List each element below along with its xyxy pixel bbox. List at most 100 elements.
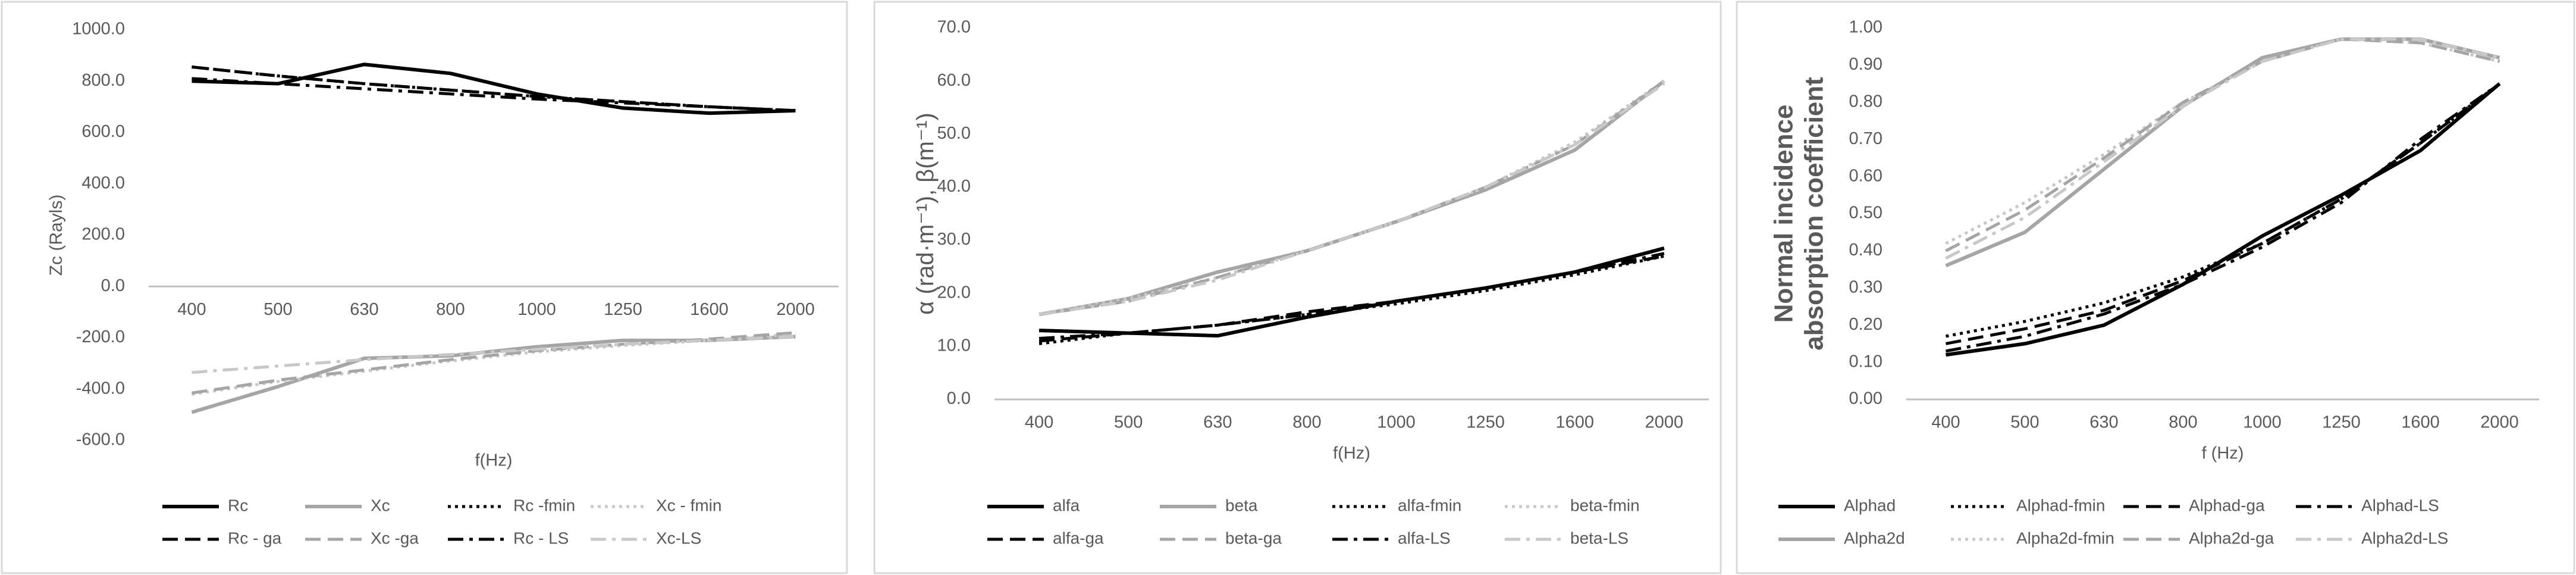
series-line	[1946, 82, 2501, 338]
legend-label: alfa-LS	[1398, 529, 1451, 547]
legend-label: Alpha2d	[1844, 529, 1905, 547]
y-tick-label: 0.10	[1849, 352, 1882, 371]
y-tick-label: 0.0	[101, 276, 125, 295]
legend-label: Alpha2d-LS	[2361, 529, 2448, 547]
legend-label: Rc	[228, 496, 248, 514]
x-tick-label: 400	[1025, 413, 1053, 432]
series-line	[1946, 82, 2501, 345]
y-tick-label: -400.0	[76, 379, 125, 398]
legend-label: Xc - fmin	[656, 496, 721, 514]
x-tick-label: 630	[2089, 413, 2118, 432]
legend-label: Alphad-ga	[2189, 496, 2265, 514]
y-tick-label: -600.0	[76, 430, 125, 449]
panel-border	[1736, 1, 2575, 574]
y-tick-label: 0.70	[1849, 129, 1882, 148]
y-axis-label: Zc (Rayls)	[46, 194, 66, 276]
y-tick-label: 400.0	[81, 173, 125, 192]
legend-label: Alphad-fmin	[2016, 496, 2105, 514]
y-axis-label: Normal incidence absorption coefficient	[1769, 77, 1828, 351]
y-tick-label: 40.0	[937, 177, 971, 196]
legend-label: Alphad-LS	[2361, 496, 2439, 514]
legend-label: Rc - LS	[513, 529, 569, 547]
legend-label: alfa	[1053, 496, 1080, 514]
legend-label: beta-fmin	[1570, 496, 1640, 514]
series-line	[1038, 80, 1665, 316]
y-tick-label: 10.0	[937, 336, 971, 355]
y-tick-label: 30.0	[937, 230, 971, 249]
x-tick-label: 500	[263, 300, 292, 319]
legend-label: Xc -ga	[371, 529, 419, 547]
series-line	[1945, 38, 2500, 260]
y-tick-label: 0.60	[1849, 166, 1882, 185]
x-tick-label: 400	[177, 300, 206, 319]
legend-label: beta-ga	[1225, 529, 1282, 547]
series-line	[192, 65, 796, 112]
x-tick-label: 500	[2010, 413, 2039, 432]
x-axis-label: f (Hz)	[2202, 444, 2244, 463]
legend-label: Rc -fmin	[513, 496, 575, 514]
y-tick-label: 0.30	[1849, 277, 1882, 296]
series-line	[1945, 38, 2500, 252]
x-tick-label: 2000	[776, 300, 815, 319]
y-tick-label: 60.0	[937, 71, 971, 90]
x-tick-label: 2000	[1645, 413, 1684, 432]
y-tick-label: 20.0	[937, 283, 971, 302]
y-tick-label: 50.0	[937, 124, 971, 143]
x-tick-label: 1600	[690, 300, 729, 319]
x-tick-label: 1000	[517, 300, 556, 319]
y-tick-label: 70.0	[937, 18, 971, 37]
legend-label: Xc-LS	[656, 529, 701, 547]
legend-label: beta	[1225, 496, 1258, 514]
x-tick-label: 1250	[604, 300, 642, 319]
x-tick-label: 1250	[2322, 413, 2361, 432]
x-tick-label: 1000	[2243, 413, 2282, 432]
legend-label: alfa-ga	[1053, 529, 1104, 547]
series-line	[192, 62, 796, 115]
x-tick-label: 800	[436, 300, 465, 319]
series-line	[1038, 80, 1665, 316]
y-axis-label: α (rad·m⁻¹), β(m⁻¹)	[912, 112, 939, 315]
y-tick-label: 0.00	[1849, 389, 1882, 408]
y-tick-label: 600.0	[81, 122, 125, 141]
y-tick-label: -200.0	[76, 327, 125, 346]
panel-border	[1, 1, 848, 574]
legend-label: Rc - ga	[228, 529, 282, 547]
y-tick-label: 1.00	[1849, 18, 1882, 37]
x-tick-label: 1000	[1377, 413, 1416, 432]
x-tick-label: 400	[1931, 413, 1960, 432]
series-line	[1038, 82, 1665, 316]
y-tick-label: 0.0	[947, 389, 971, 408]
panel-border	[873, 1, 1722, 574]
series-line	[1038, 252, 1665, 340]
x-tick-label: 1600	[1556, 413, 1595, 432]
legend-label: Alphad	[1844, 496, 1896, 514]
y-tick-label: 1000.0	[72, 20, 125, 39]
series-line	[1038, 246, 1665, 338]
x-tick-label: 630	[350, 300, 378, 319]
x-tick-label: 800	[2169, 413, 2197, 432]
legend-label: alfa-fmin	[1398, 496, 1461, 514]
legend-label: Alpha2d-ga	[2189, 529, 2274, 547]
y-tick-label: 0.80	[1849, 92, 1882, 111]
series-line	[1945, 38, 2500, 245]
series-line	[1946, 82, 2500, 353]
legend-label: Alpha2d-fmin	[2016, 529, 2114, 547]
series-line	[191, 335, 796, 414]
x-tick-label: 1250	[1466, 413, 1505, 432]
series-line	[192, 77, 796, 112]
y-tick-label: 0.90	[1849, 55, 1882, 74]
x-tick-label: 500	[1114, 413, 1143, 432]
series-line	[192, 65, 796, 112]
x-axis-label: f(Hz)	[475, 451, 513, 470]
series-line	[1946, 82, 2501, 357]
x-tick-label: 630	[1203, 413, 1232, 432]
x-axis-label: f(Hz)	[1333, 444, 1370, 463]
x-tick-label: 2000	[2480, 413, 2519, 432]
y-tick-label: 0.20	[1849, 315, 1882, 334]
legend-label: beta-LS	[1570, 529, 1629, 547]
x-tick-label: 800	[1292, 413, 1321, 432]
series-line	[192, 335, 796, 374]
y-tick-label: 800.0	[81, 71, 125, 90]
